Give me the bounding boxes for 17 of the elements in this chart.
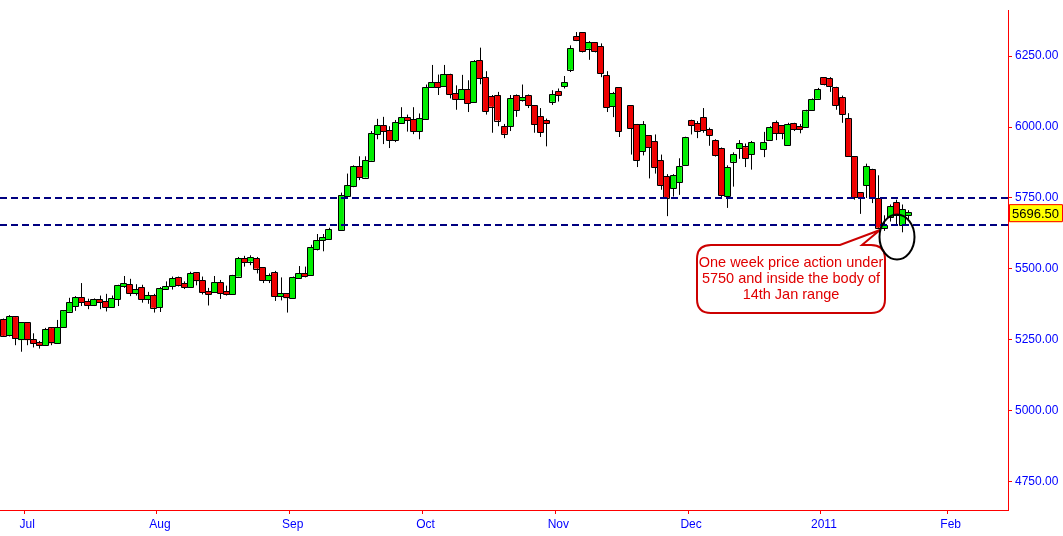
- y-tick-label: 5000.00: [1015, 403, 1059, 418]
- y-tick-label: 5750.00: [1015, 190, 1059, 205]
- annotation: One week price action under 5750 and inside the body of 14th Jan range: [697, 253, 885, 304]
- x-tick-label: 2011: [811, 516, 838, 531]
- y-tick-label: 5500.00: [1015, 261, 1059, 276]
- x-tick-label: Dec: [680, 516, 702, 531]
- x-tick-label: Aug: [149, 516, 171, 531]
- x-tick-label: Jul: [19, 516, 35, 531]
- y-tick-label: 6000.00: [1015, 119, 1059, 134]
- text: 5696.50: [1012, 205, 1059, 221]
- y-tick-label: 6250.00: [1015, 48, 1059, 63]
- x-tick-label: Nov: [547, 516, 569, 531]
- x-tick-label: Oct: [416, 516, 436, 531]
- x-tick-label: Feb: [940, 516, 962, 531]
- y-tick-label: 5250.00: [1015, 332, 1059, 347]
- y-tick-label: 4750.00: [1015, 473, 1059, 488]
- x-tick-label: Sep: [282, 516, 304, 531]
